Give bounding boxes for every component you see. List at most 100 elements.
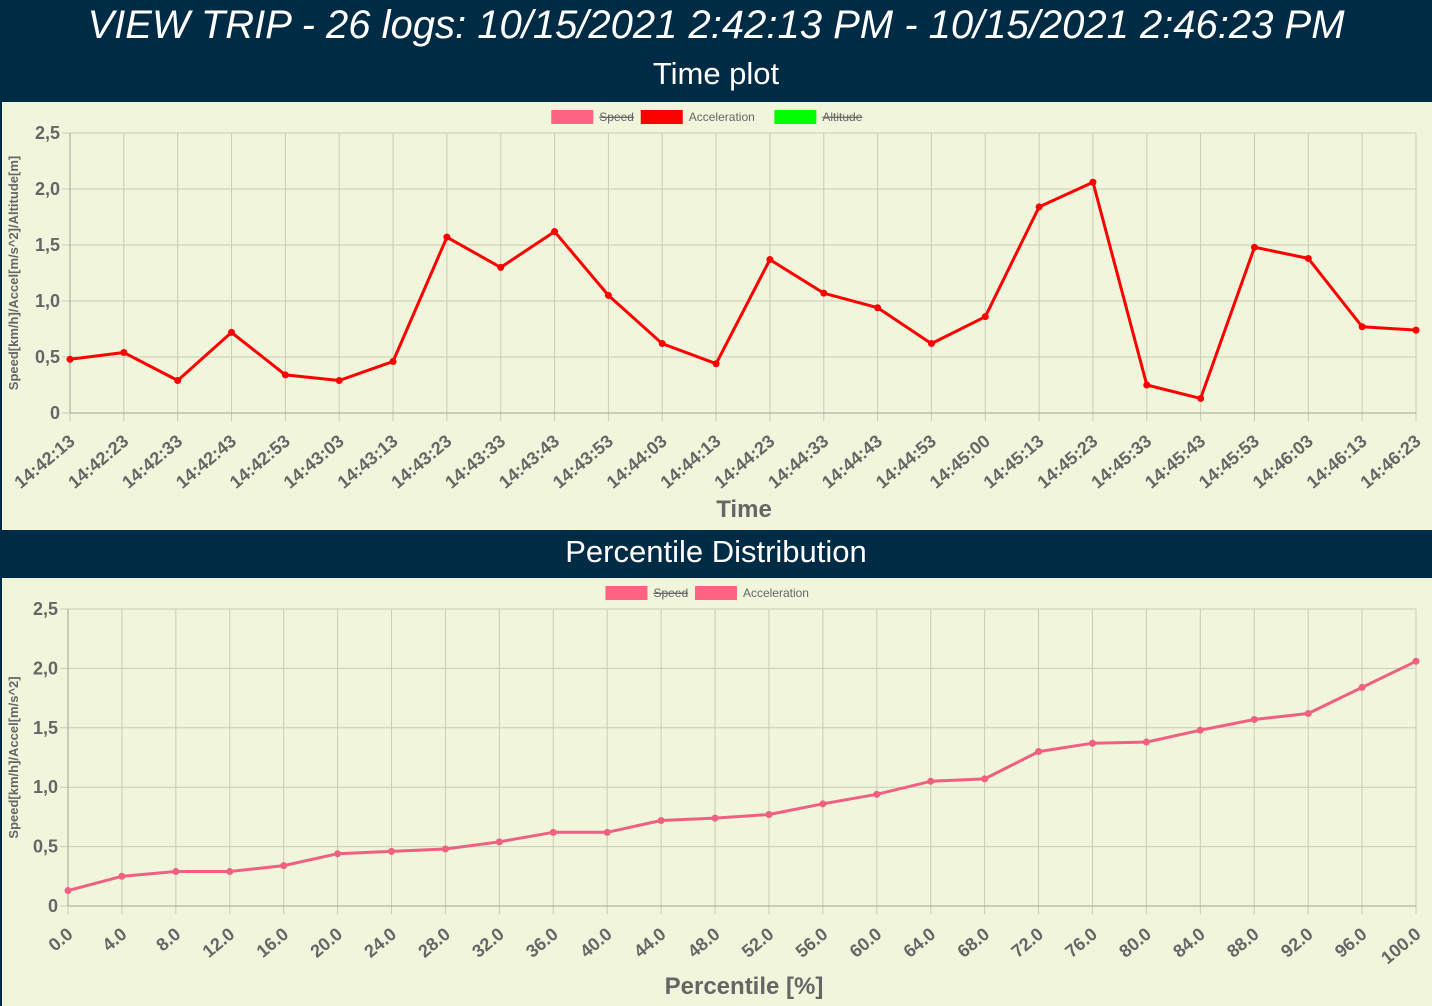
data-point	[1143, 381, 1151, 389]
data-point	[1196, 726, 1204, 734]
percentile-distribution-title: Percentile Distribution	[565, 534, 867, 569]
time-plot-panel: Speed Acceleration Altitude 0 0,5 1,0 1,5 2,0 2,…	[2, 102, 1432, 530]
data-point	[1358, 323, 1366, 331]
legend-swatch-acceleration	[694, 586, 737, 600]
data-point	[711, 814, 719, 822]
x-tick-label: 20.0	[306, 924, 346, 962]
data-point	[603, 828, 611, 836]
y-tick-label: 0	[48, 896, 58, 916]
data-point	[927, 777, 935, 785]
legend-label-acceleration: Acceleration	[743, 586, 809, 600]
x-tick-label: 80.0	[1115, 924, 1155, 962]
data-point	[981, 775, 989, 783]
data-point	[1304, 710, 1312, 718]
x-tick-label: 72.0	[1007, 924, 1047, 962]
y-axis-title: Speed[km/h]/Accel[m/s^2]/Altitude[m]	[6, 156, 21, 390]
data-point	[388, 847, 396, 855]
data-point	[335, 377, 343, 385]
x-axis-title: Time	[716, 496, 772, 523]
x-tick-label: 48.0	[684, 924, 724, 962]
time-plot-chart: Speed Acceleration Altitude 0 0,5 1,0 1,5 2,0 2,…	[6, 110, 1425, 523]
data-point	[389, 357, 397, 365]
x-tick-label: 100.0	[1377, 924, 1424, 968]
data-point	[118, 872, 126, 880]
x-tick-label: 64.0	[900, 924, 940, 962]
data-point	[551, 228, 559, 236]
y-tick-label: 1,5	[35, 235, 60, 255]
legend-label-speed: Speed	[599, 110, 634, 124]
y-tick-label: 1,5	[33, 718, 58, 738]
data-point	[820, 289, 828, 297]
data-point	[1412, 657, 1420, 665]
legend-label-acceleration: Acceleration	[689, 110, 755, 124]
data-point	[495, 838, 503, 846]
y-tick-label: 1,0	[35, 291, 60, 311]
x-tick-label: 32.0	[468, 924, 508, 962]
data-point	[819, 800, 827, 808]
data-point	[927, 340, 935, 348]
legend-label-altitude: Altitude	[822, 110, 862, 124]
data-point	[1304, 254, 1312, 262]
data-point	[66, 355, 74, 363]
legend-label-speed: Speed	[653, 586, 688, 600]
x-tick-label: 8.0	[152, 924, 184, 955]
data-point	[1358, 683, 1366, 691]
y-tick-label: 0	[50, 403, 60, 423]
data-point	[549, 828, 557, 836]
x-tick-label: 40.0	[576, 924, 616, 962]
percentile-chart: Speed Acceleration 0 0,5 1,0 1,5 2,0 2,5 0.0 4.0 8…	[6, 586, 1425, 1000]
legend-swatch-acceleration	[640, 110, 683, 124]
percentile-panel: Speed Acceleration 0 0,5 1,0 1,5 2,0 2,5 0.0 4.0 8…	[2, 578, 1432, 1006]
x-tick-label: 96.0	[1331, 924, 1371, 962]
series-line-acceleration	[67, 659, 1417, 893]
data-point	[712, 360, 720, 368]
data-point	[443, 233, 451, 241]
data-point	[765, 811, 773, 819]
x-tick-label: 14:46:23	[1357, 431, 1425, 493]
x-tick-label: 76.0	[1061, 924, 1101, 962]
x-tick-label: 4.0	[98, 924, 130, 955]
data-point	[1250, 715, 1258, 723]
data-point	[174, 377, 182, 385]
x-tick-label: 36.0	[522, 924, 562, 962]
data-point	[120, 349, 128, 357]
x-tick-label: 24.0	[360, 924, 400, 962]
data-point	[604, 291, 612, 299]
x-tick-label: 60.0	[846, 924, 886, 962]
y-tick-label: 2,5	[35, 123, 60, 143]
data-point	[1142, 738, 1150, 746]
data-point	[281, 371, 289, 379]
data-point	[873, 790, 881, 798]
y-tick-label: 2,0	[33, 658, 58, 678]
y-tick-label: 2,5	[33, 599, 58, 619]
series-line-acceleration	[69, 180, 1417, 400]
data-point	[497, 263, 505, 271]
data-point	[1035, 748, 1043, 756]
data-point	[1250, 243, 1258, 251]
x-tick-label: 0.0	[45, 924, 77, 955]
data-point	[1035, 203, 1043, 211]
x-tick-label: 16.0	[253, 924, 293, 962]
x-tick-label: 68.0	[954, 924, 994, 962]
data-point	[334, 850, 342, 858]
y-tick-label: 0,5	[33, 837, 58, 857]
data-point	[1412, 326, 1420, 334]
x-tick-label: 56.0	[792, 924, 832, 962]
y-tick-label: 1,0	[33, 777, 58, 797]
x-tick-label: 12.0	[199, 924, 239, 962]
x-tick-label: 44.0	[630, 924, 670, 962]
x-tick-label: 84.0	[1169, 924, 1209, 962]
data-point	[280, 862, 288, 870]
x-tick-label: 28.0	[414, 924, 454, 962]
x-tick-label: 88.0	[1223, 924, 1263, 962]
data-point	[874, 304, 882, 312]
legend-swatch-altitude	[774, 110, 817, 124]
y-tick-label: 0,5	[35, 347, 60, 367]
data-point	[64, 887, 72, 895]
data-point	[1089, 178, 1097, 186]
data-point	[981, 313, 989, 321]
x-tick-label: 92.0	[1277, 924, 1317, 962]
x-tick-label: 52.0	[738, 924, 778, 962]
x-axis-title: Percentile [%]	[665, 973, 824, 1000]
page-title: VIEW TRIP - 26 logs: 10/15/2021 2:42:13 …	[87, 3, 1345, 47]
